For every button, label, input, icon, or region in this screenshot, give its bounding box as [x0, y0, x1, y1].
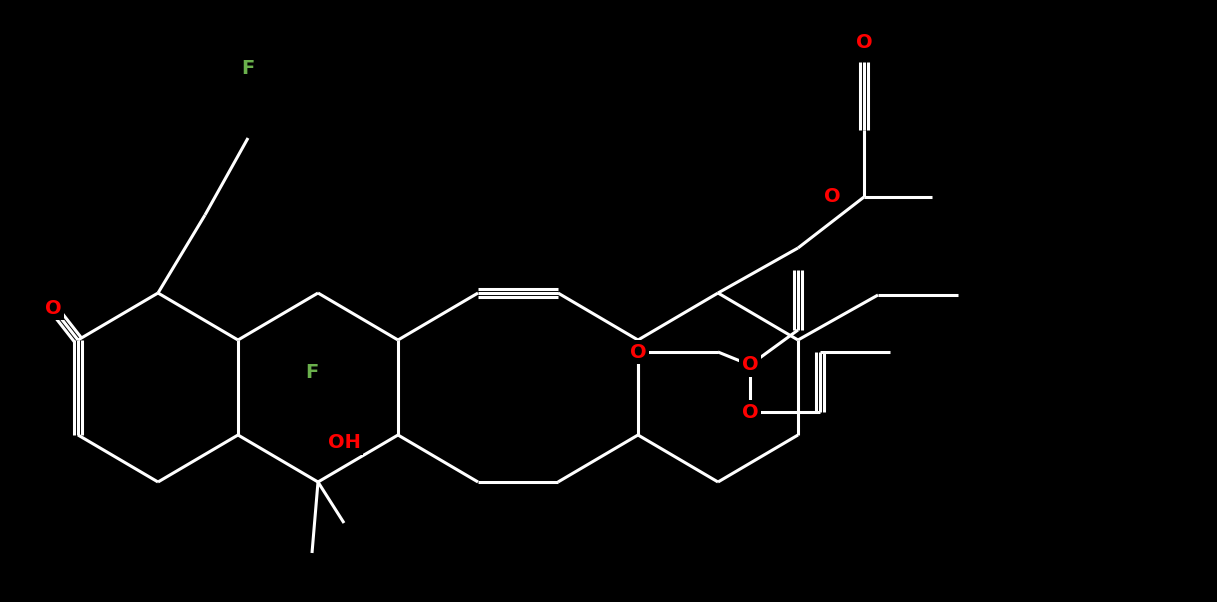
- Text: O: O: [45, 299, 61, 317]
- Text: O: O: [856, 33, 873, 52]
- Text: F: F: [305, 364, 319, 382]
- Text: OH: OH: [327, 433, 360, 453]
- Text: O: O: [741, 356, 758, 374]
- Text: O: O: [824, 187, 840, 206]
- Text: O: O: [741, 403, 758, 421]
- Text: O: O: [629, 343, 646, 361]
- Text: F: F: [241, 58, 254, 78]
